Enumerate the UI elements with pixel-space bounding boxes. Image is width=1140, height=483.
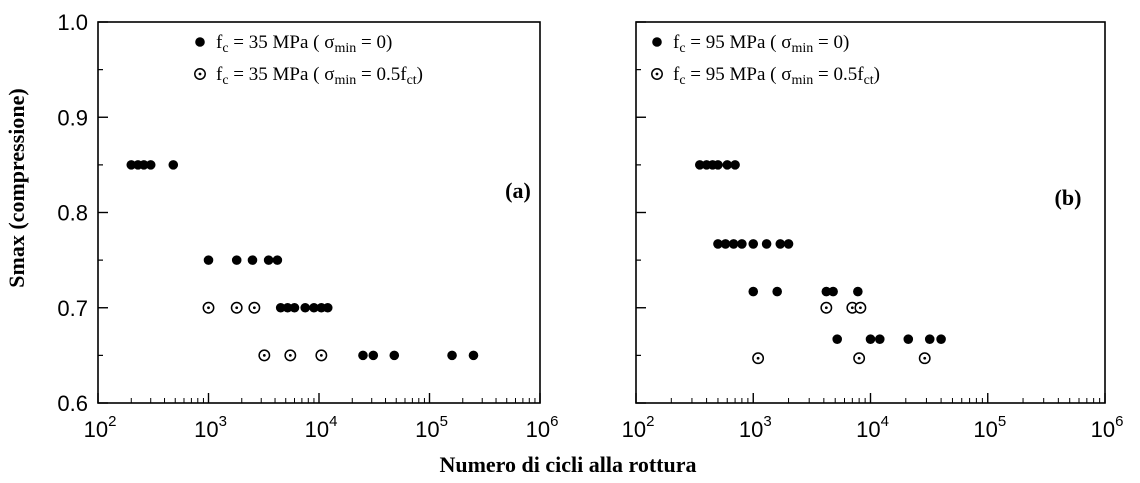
legend-entry: fc = 95 MPa ( σmin = 0.5fct)	[673, 64, 880, 88]
data-point-b-s1	[775, 239, 786, 249]
data-point-b-s1	[730, 160, 740, 170]
data-point-a-s1	[358, 350, 368, 361]
data-point-a-s1	[300, 302, 310, 313]
data-point-b-s1	[748, 239, 759, 249]
data-point-center-dot	[858, 306, 862, 310]
x-tick-exponent: 5	[998, 413, 1006, 430]
data-point-b-s1	[903, 334, 914, 344]
panel-b-chart: 102 103 104 105 106 fc = 95 MPa ( σmin = 0) fc…	[622, 21, 1124, 442]
data-point-b-s1	[874, 334, 885, 344]
data-point-a-s1	[145, 160, 156, 170]
data-point-center-dot	[756, 356, 760, 360]
data-point-b-s1	[722, 160, 733, 170]
data-point-b-s1	[748, 286, 759, 297]
legend-marker-dot	[655, 72, 659, 76]
x-tick-exponent: 6	[550, 413, 558, 430]
x-tick-exponent: 2	[646, 413, 654, 430]
y-axis-title: Smax (compressione)	[4, 88, 29, 287]
data-point-center-dot	[262, 353, 266, 357]
data-point-b-s1	[828, 286, 838, 297]
y-tick-label: 1.0	[57, 10, 88, 35]
data-point-b-s1	[853, 286, 863, 297]
data-point-center-dot	[319, 353, 323, 357]
y-tick-label: 0.6	[57, 391, 88, 416]
x-tick-label: 106	[526, 413, 559, 442]
data-point-b-s1	[728, 239, 739, 249]
x-tick-label: 106	[1091, 413, 1124, 442]
x-tick-label: 102	[622, 413, 655, 442]
legend-entry: fc = 35 MPa ( σmin = 0)	[216, 32, 392, 56]
data-point-a-s1	[263, 255, 274, 265]
data-point-center-dot	[824, 306, 828, 310]
data-point-b-s1	[772, 286, 782, 297]
legend-marker	[195, 37, 205, 47]
data-point-b-s1	[865, 334, 876, 344]
x-tick-label: 102	[84, 413, 117, 442]
data-point-a-s1	[203, 255, 214, 265]
data-point-center-dot	[850, 306, 854, 310]
data-point-a-s1	[272, 255, 283, 265]
x-tick-label: 104	[305, 413, 338, 442]
x-tick-exponent: 2	[108, 413, 116, 430]
data-point-center-dot	[288, 353, 292, 357]
data-point-a-s1	[247, 255, 258, 265]
data-point-b-s1	[783, 239, 794, 249]
legend-marker	[652, 37, 662, 47]
x-tick-label: 105	[415, 413, 448, 442]
data-point-b-s1	[832, 334, 843, 344]
data-point-b-s1	[761, 239, 772, 249]
data-point-a-s1	[389, 350, 400, 361]
panel-label-b: (b)	[1055, 185, 1082, 210]
data-point-b-s1	[720, 239, 731, 249]
legend-entry: fc = 95 MPa ( σmin = 0)	[673, 32, 849, 56]
data-point-b-s1	[737, 239, 747, 249]
data-point-a-s1	[289, 302, 300, 313]
x-tick-label: 105	[973, 413, 1006, 442]
legend-entry: fc = 35 MPa ( σmin = 0.5fct)	[216, 64, 423, 88]
x-tick-label: 104	[856, 413, 889, 442]
x-tick-exponent: 4	[881, 413, 889, 430]
data-point-a-s1	[322, 302, 333, 313]
y-tick-label: 0.8	[57, 201, 88, 226]
data-point-a-s1	[447, 350, 457, 361]
x-axis-title: Numero di cicli alla rottura	[439, 452, 696, 477]
legend-marker-dot	[198, 72, 202, 76]
x-tick-exponent: 5	[440, 413, 448, 430]
x-tick-exponent: 3	[219, 413, 227, 430]
data-point-b-s1	[713, 160, 723, 170]
data-point-a-s1	[231, 255, 242, 265]
data-point-center-dot	[235, 306, 239, 310]
y-tick-label: 0.7	[57, 296, 88, 321]
data-point-center-dot	[207, 306, 210, 310]
data-point-b-s1	[924, 334, 935, 344]
y-tick-label: 0.9	[57, 105, 88, 130]
data-point-a-s1	[368, 350, 379, 361]
data-point-b-s1	[936, 334, 946, 344]
panel-label-a: (a)	[505, 178, 531, 203]
data-point-center-dot	[252, 306, 256, 310]
panel-a-chart: 0.6 0.7 0.8 0.9 1.0 102 103 104 105 106 fc = 35 MP…	[57, 10, 558, 442]
data-point-a-s1	[468, 350, 479, 361]
x-tick-label: 103	[194, 413, 227, 442]
x-tick-exponent: 4	[329, 413, 337, 430]
data-point-center-dot	[923, 356, 927, 360]
data-point-center-dot	[857, 356, 861, 360]
x-tick-label: 103	[739, 413, 772, 442]
x-tick-exponent: 3	[763, 413, 771, 430]
x-tick-exponent: 6	[1115, 413, 1123, 430]
data-point-a-s1	[168, 160, 179, 170]
